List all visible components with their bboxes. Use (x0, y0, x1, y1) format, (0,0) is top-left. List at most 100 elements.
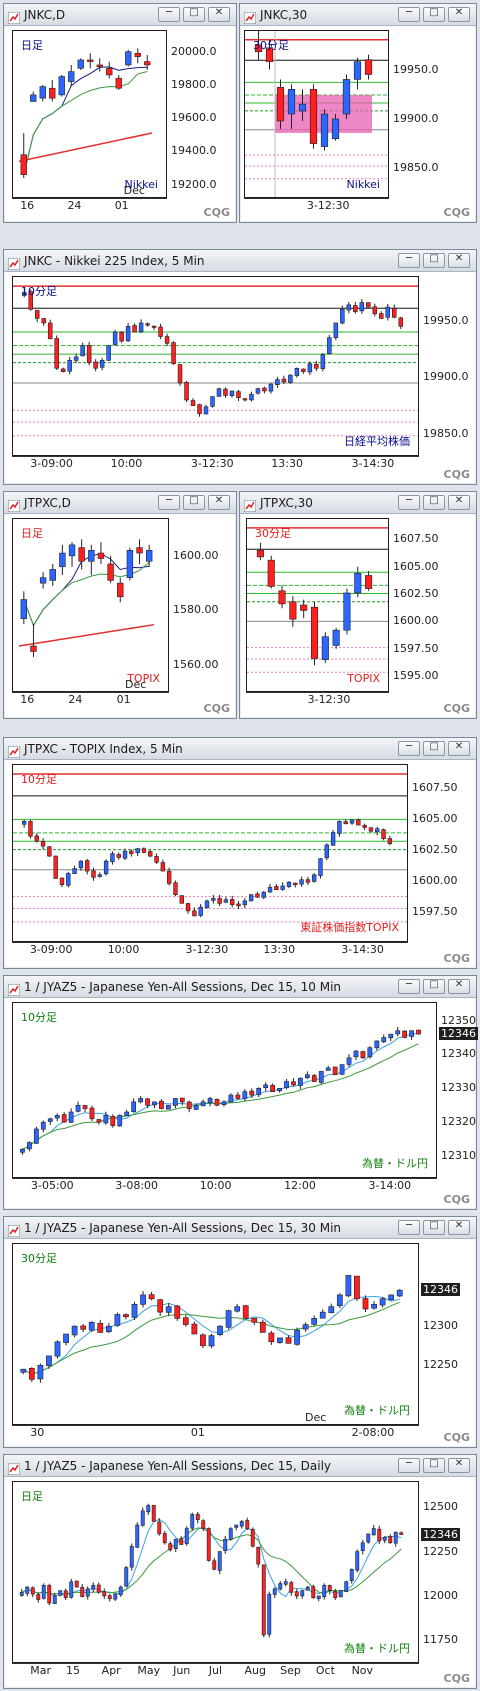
candle-body (343, 821, 348, 825)
chart-plot-area[interactable]: 10分足 日経平均株価 (12, 276, 419, 456)
window-titlebar[interactable]: JTPXC,D ─ □ ✕ (4, 492, 236, 514)
candle-body (223, 388, 228, 396)
candle-body (387, 838, 393, 844)
candle-body (320, 354, 326, 369)
x-tick-label: 3-12:30 (185, 943, 229, 956)
minimize-button[interactable]: ─ (398, 1220, 420, 1235)
candle-body (144, 61, 151, 66)
close-button[interactable]: ✕ (448, 741, 470, 756)
minimize-button[interactable]: ─ (398, 1458, 420, 1473)
candle-body (171, 342, 176, 365)
close-button[interactable]: ✕ (448, 253, 470, 268)
window-titlebar[interactable]: 1 / JYAZ5 - Japanese Yen-All Sessions, D… (4, 1217, 476, 1239)
last-price-badge: 12346 (421, 1283, 460, 1297)
candle-body (388, 1294, 395, 1301)
candle-body (47, 322, 53, 340)
candle-body (324, 844, 329, 859)
chart-plot-area[interactable]: 30分足 TOPIX (246, 518, 389, 692)
candle-body (261, 1564, 266, 1636)
restore-button[interactable]: □ (183, 7, 205, 22)
chart-plot-area[interactable]: 30分足 為替・ドル円 (12, 1243, 419, 1425)
restore-button[interactable]: □ (423, 979, 445, 994)
minimize-button[interactable]: ─ (398, 253, 420, 268)
candle-body (179, 895, 184, 904)
x-axis (12, 942, 408, 943)
minimize-icon: ─ (405, 741, 413, 752)
candle-body (217, 1325, 223, 1336)
chart-plot-area[interactable]: 日足 TOPIX (12, 518, 169, 692)
candle-body (179, 1097, 185, 1103)
period-label: 10分足 (21, 285, 57, 298)
restore-button[interactable]: □ (423, 495, 445, 510)
candle-body (311, 874, 317, 882)
candle-body (377, 1528, 382, 1542)
close-button[interactable]: ✕ (448, 1458, 470, 1473)
moving-average-200 (18, 132, 153, 163)
minimize-button[interactable]: ─ (398, 979, 420, 994)
candle-body (210, 396, 215, 407)
candle-body (138, 1098, 143, 1103)
restore-icon: □ (429, 741, 439, 752)
minimize-button[interactable]: ─ (158, 7, 180, 22)
chart-canvas (19, 1503, 404, 1638)
x-tick-label: Nov (351, 1664, 374, 1677)
moving-average-long (21, 1527, 402, 1595)
y-tick-label: 12310 (441, 1149, 476, 1163)
window-titlebar[interactable]: 1 / JYAZ5 - Japanese Yen-All Sessions, D… (4, 976, 476, 998)
chart-window-icon (7, 981, 21, 997)
candle-body (30, 1587, 35, 1595)
candle-body (89, 1107, 95, 1120)
y-tick-label: 19950.0 (423, 313, 469, 327)
candle-body (302, 1324, 309, 1330)
restore-button[interactable]: □ (423, 7, 445, 22)
x-tick-label: Apr (101, 1664, 121, 1677)
window-titlebar[interactable]: JNKC,D ─ □ ✕ (4, 4, 236, 26)
candle-body (195, 1513, 200, 1520)
close-button[interactable]: ✕ (448, 979, 470, 994)
chart-plot-area[interactable]: 10分足 為替・ドル円 (12, 1002, 437, 1178)
close-button[interactable]: ✕ (208, 495, 230, 510)
candle-body (110, 853, 115, 863)
candle-body (339, 1064, 345, 1075)
chart-canvas (20, 1027, 421, 1155)
candle-body (349, 819, 355, 824)
window-titlebar[interactable]: JNKC - Nikkei 225 Index, 5 Min ─ □ ✕ (4, 250, 476, 272)
candle-body (88, 1321, 95, 1331)
chart-plot-area[interactable]: 10分足 東証株価指数TOPIX (12, 764, 408, 942)
x-tick-label: May (137, 1664, 161, 1677)
minimize-button[interactable]: ─ (158, 495, 180, 510)
window-titlebar[interactable]: JTPXC - TOPIX Index, 5 Min ─ □ ✕ (4, 738, 476, 760)
x-tick-label: 30 (30, 1426, 45, 1439)
window-titlebar[interactable]: 1 / JYAZ5 - Japanese Yen-All Sessions, D… (4, 1455, 476, 1477)
restore-button[interactable]: □ (423, 1458, 445, 1473)
chart-window-icon (7, 9, 21, 25)
candle-body (374, 1040, 380, 1049)
x-axis (12, 456, 419, 457)
chart-window-icon (243, 9, 257, 25)
chart-plot-area[interactable]: 日足 為替・ドル円 (12, 1481, 419, 1663)
restore-button[interactable]: □ (423, 253, 445, 268)
minimize-button[interactable]: ─ (398, 7, 420, 22)
candle-body (91, 870, 96, 878)
close-button[interactable]: ✕ (448, 7, 470, 22)
chart-plot-area[interactable]: 30分足 Nikkei (244, 30, 389, 198)
close-button[interactable]: ✕ (208, 7, 230, 22)
minimize-button[interactable]: ─ (398, 741, 420, 756)
restore-button[interactable]: □ (423, 741, 445, 756)
cqg-logo: CQG (443, 1672, 470, 1685)
window-titlebar[interactable]: JNKC,30 ─ □ ✕ (240, 4, 476, 26)
window-titlebar[interactable]: JTPXC,30 ─ □ ✕ (240, 492, 476, 514)
candle-body (39, 86, 46, 99)
chart-plot-area[interactable]: 日足 Nikkei (12, 30, 167, 198)
candle-body (157, 1521, 162, 1535)
minimize-button[interactable]: ─ (398, 495, 420, 510)
x-tick-label: 3-12:30 (306, 199, 350, 212)
candle-body (281, 378, 287, 383)
restore-button[interactable]: □ (423, 1220, 445, 1235)
restore-button[interactable]: □ (183, 495, 205, 510)
instrument-label: 為替・ドル円 (344, 1404, 410, 1417)
close-button[interactable]: ✕ (448, 495, 470, 510)
close-button[interactable]: ✕ (448, 1220, 470, 1235)
chart-canvas (20, 1275, 403, 1383)
candle-body (379, 1298, 386, 1306)
